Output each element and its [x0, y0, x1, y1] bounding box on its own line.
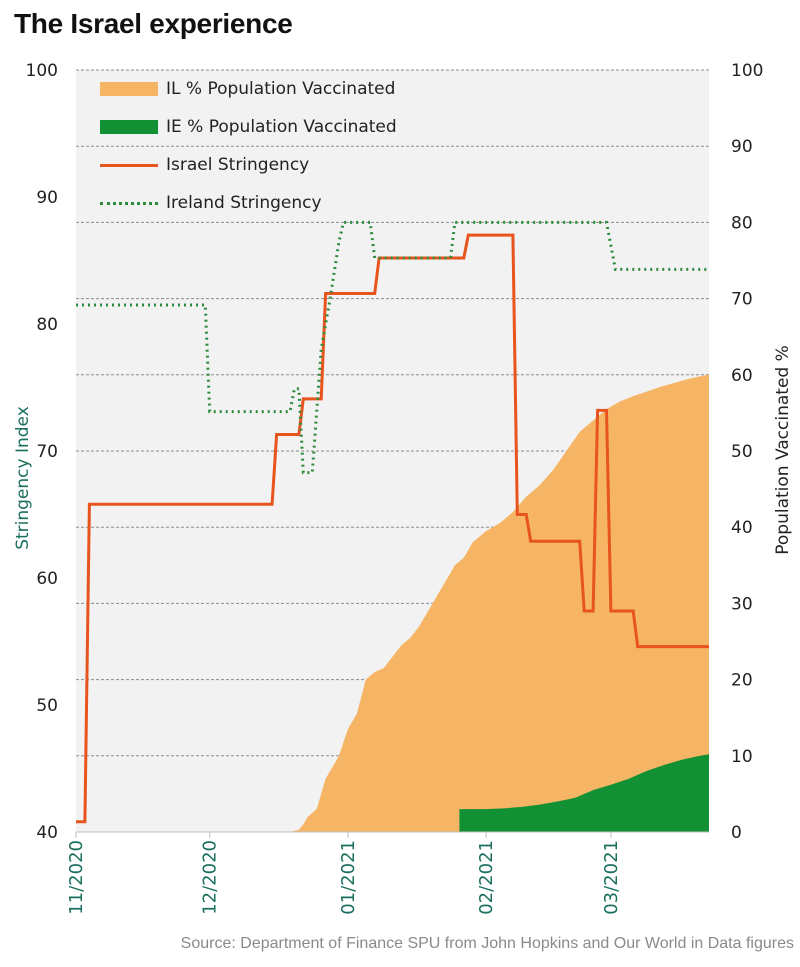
vaccination-areas [290, 374, 709, 832]
series-ireland-stringency-line [76, 220, 709, 475]
x-tick-label: 03/2021 [601, 840, 622, 915]
y-right-tick-label: 10 [731, 747, 753, 767]
y-right-tick-label: 50 [731, 442, 753, 462]
x-tick-label: 12/2020 [200, 840, 221, 915]
legend-label: IL % Population Vaccinated [166, 79, 396, 99]
y-left-tick-label: 100 [26, 61, 58, 81]
y-right-tick-label: 60 [731, 366, 753, 386]
legend-line-israel-stringency [100, 163, 158, 167]
y-right-tick-label: 0 [731, 823, 742, 843]
legend-item-ireland-stringency: Ireland Stringency [100, 184, 397, 222]
legend-label: Israel Stringency [166, 155, 310, 175]
y-left-tick-label: 80 [36, 315, 58, 335]
legend-item-ie-vaccinated: IE % Population Vaccinated [100, 108, 397, 146]
chart-title: The Israel experience [14, 8, 293, 39]
y-axis-left-title: Stringency Index [13, 406, 33, 550]
x-tick-label: 02/2021 [476, 840, 497, 915]
y-left-tick-label: 90 [36, 188, 58, 208]
y-right-tick-label: 30 [731, 594, 753, 614]
x-tick-label: 11/2020 [66, 840, 87, 915]
y-axis-right-title: Population Vaccinated % [773, 345, 793, 555]
y-right-tick-label: 100 [731, 61, 763, 81]
series-il-vaccinated-area [290, 374, 709, 832]
stringency-lines [76, 220, 709, 824]
y-left-tick-label: 60 [36, 569, 58, 589]
y-right-tick-label: 90 [731, 137, 753, 157]
axes: 40 50 60 70 80 90 100 0 10 20 30 40 50 60 70 80 90 100 11/… [26, 61, 764, 915]
legend-line-ireland-stringency [100, 201, 158, 205]
legend: IL % Population Vaccinated IE % Populati… [100, 70, 397, 222]
series-israel-stringency-line [76, 233, 709, 824]
y-left-tick-label: 70 [36, 442, 58, 462]
y-left-tick-label: 50 [36, 696, 58, 716]
legend-item-il-vaccinated: IL % Population Vaccinated [100, 70, 397, 108]
y-right-tick-label: 20 [731, 671, 753, 691]
legend-swatch-ie-vaccinated [100, 120, 158, 134]
legend-item-israel-stringency: Israel Stringency [100, 146, 397, 184]
series-ie-vaccinated-area [459, 754, 709, 832]
y-right-tick-label: 80 [731, 213, 753, 233]
source-note: Source: Department of Finance SPU from J… [180, 935, 794, 952]
legend-swatch-il-vaccinated [100, 82, 158, 96]
x-tick-label: 01/2021 [338, 840, 359, 915]
y-right-tick-label: 70 [731, 290, 753, 310]
legend-label: Ireland Stringency [166, 193, 322, 213]
legend-label: IE % Population Vaccinated [166, 117, 397, 137]
y-right-tick-label: 40 [731, 518, 753, 538]
y-left-tick-label: 40 [36, 823, 58, 843]
